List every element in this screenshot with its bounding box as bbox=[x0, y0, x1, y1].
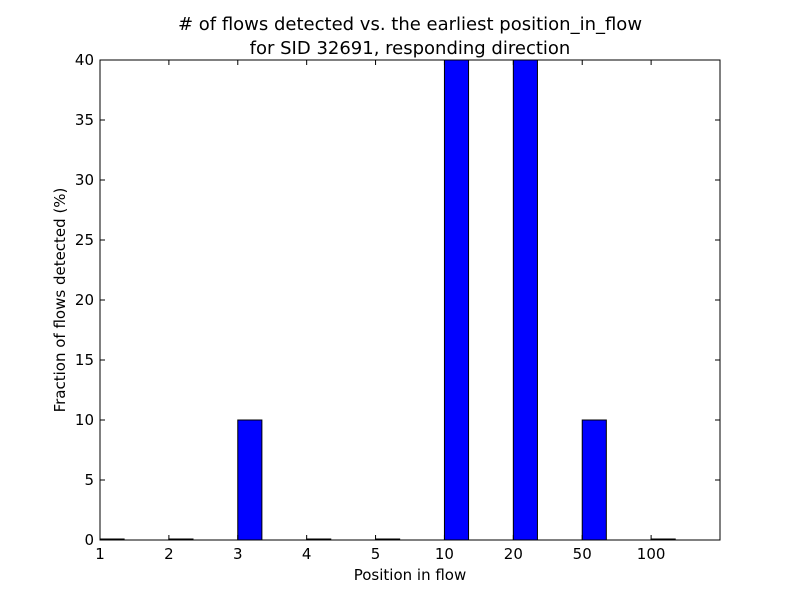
bar-3 bbox=[237, 419, 263, 541]
y-tick-label-35: 35 bbox=[75, 111, 94, 129]
x-axis-label: Position in flow bbox=[354, 566, 467, 584]
y-tick-label-5: 5 bbox=[84, 471, 94, 489]
y-tick-label-20: 20 bbox=[75, 291, 94, 309]
x-tick-label-2: 2 bbox=[164, 545, 174, 563]
chart-title: # of flows detected vs. the earliest pos… bbox=[178, 14, 642, 59]
x-tick-label-4: 4 bbox=[302, 545, 312, 563]
x-tick-label-10: 10 bbox=[435, 545, 454, 563]
y-tick-label-10: 10 bbox=[75, 411, 94, 429]
bar-50 bbox=[581, 419, 607, 541]
x-tick-label-1: 1 bbox=[95, 545, 105, 563]
y-ticks-group: 0 5 10 15 20 25 30 35 40 bbox=[75, 51, 720, 549]
x-ticks-group: 1 2 3 4 5 10 20 50 100 bbox=[95, 60, 665, 563]
x-tick-label-3: 3 bbox=[233, 545, 243, 563]
chart-title-line-2: for SID 32691, responding direction bbox=[250, 38, 571, 59]
y-tick-label-0: 0 bbox=[84, 531, 94, 549]
y-axis-label: Fraction of flows detected (%) bbox=[51, 188, 69, 413]
x-tick-label-20: 20 bbox=[504, 545, 523, 563]
y-tick-label-40: 40 bbox=[75, 51, 94, 69]
y-tick-label-25: 25 bbox=[75, 231, 94, 249]
x-tick-label-100: 100 bbox=[637, 545, 666, 563]
plot-area bbox=[99, 59, 721, 541]
chart-title-line-1: # of flows detected vs. the earliest pos… bbox=[178, 14, 642, 35]
y-tick-label-30: 30 bbox=[75, 171, 94, 189]
x-tick-label-5: 5 bbox=[371, 545, 381, 563]
y-tick-label-15: 15 bbox=[75, 351, 94, 369]
bar-10 bbox=[443, 59, 470, 541]
bar-20 bbox=[512, 59, 538, 541]
x-tick-label-50: 50 bbox=[573, 545, 592, 563]
bars-group bbox=[99, 59, 676, 541]
